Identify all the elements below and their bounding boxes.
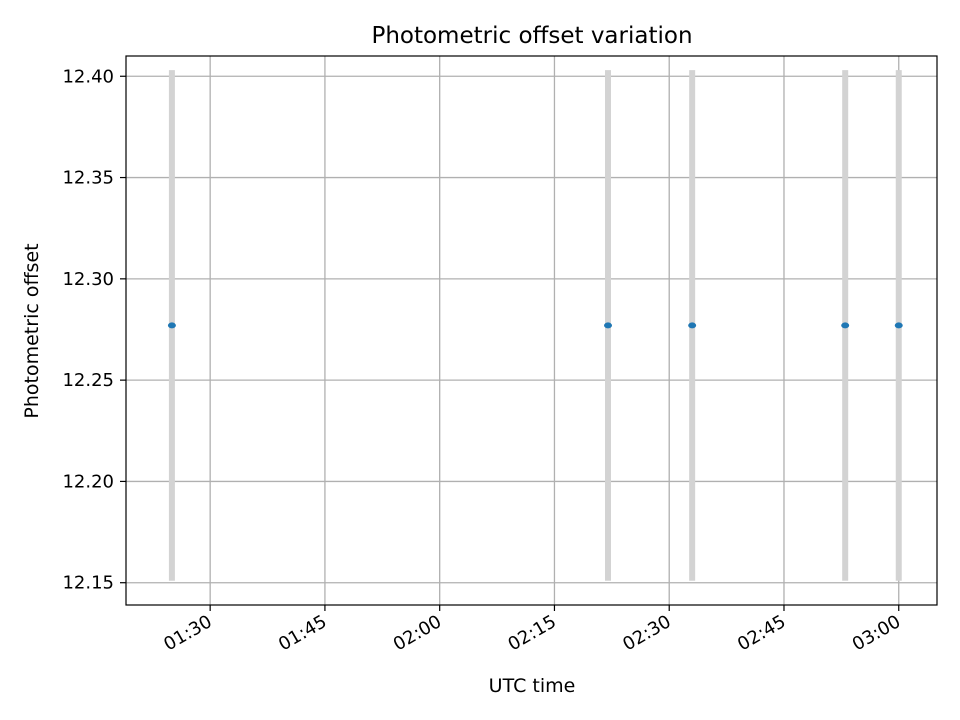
y-tick-label: 12.35 (62, 168, 114, 189)
y-tick-label: 12.15 (62, 573, 114, 594)
x-axis-label: UTC time (489, 675, 576, 697)
data-point (688, 322, 697, 329)
axes-frame (125, 55, 938, 606)
y-tick-label: 12.20 (62, 471, 114, 492)
chart-title: Photometric offset variation (371, 23, 692, 49)
data-point (841, 322, 850, 329)
y-tick-label: 12.40 (62, 66, 114, 87)
data-point (167, 322, 176, 329)
grid-lines (126, 56, 937, 605)
y-tick-label: 12.25 (62, 370, 114, 391)
y-tick-label: 12.30 (62, 269, 114, 290)
data-point (604, 322, 613, 329)
data-point (894, 322, 903, 329)
data-points (167, 322, 903, 329)
y-axis-label: Photometric offset (21, 243, 43, 418)
